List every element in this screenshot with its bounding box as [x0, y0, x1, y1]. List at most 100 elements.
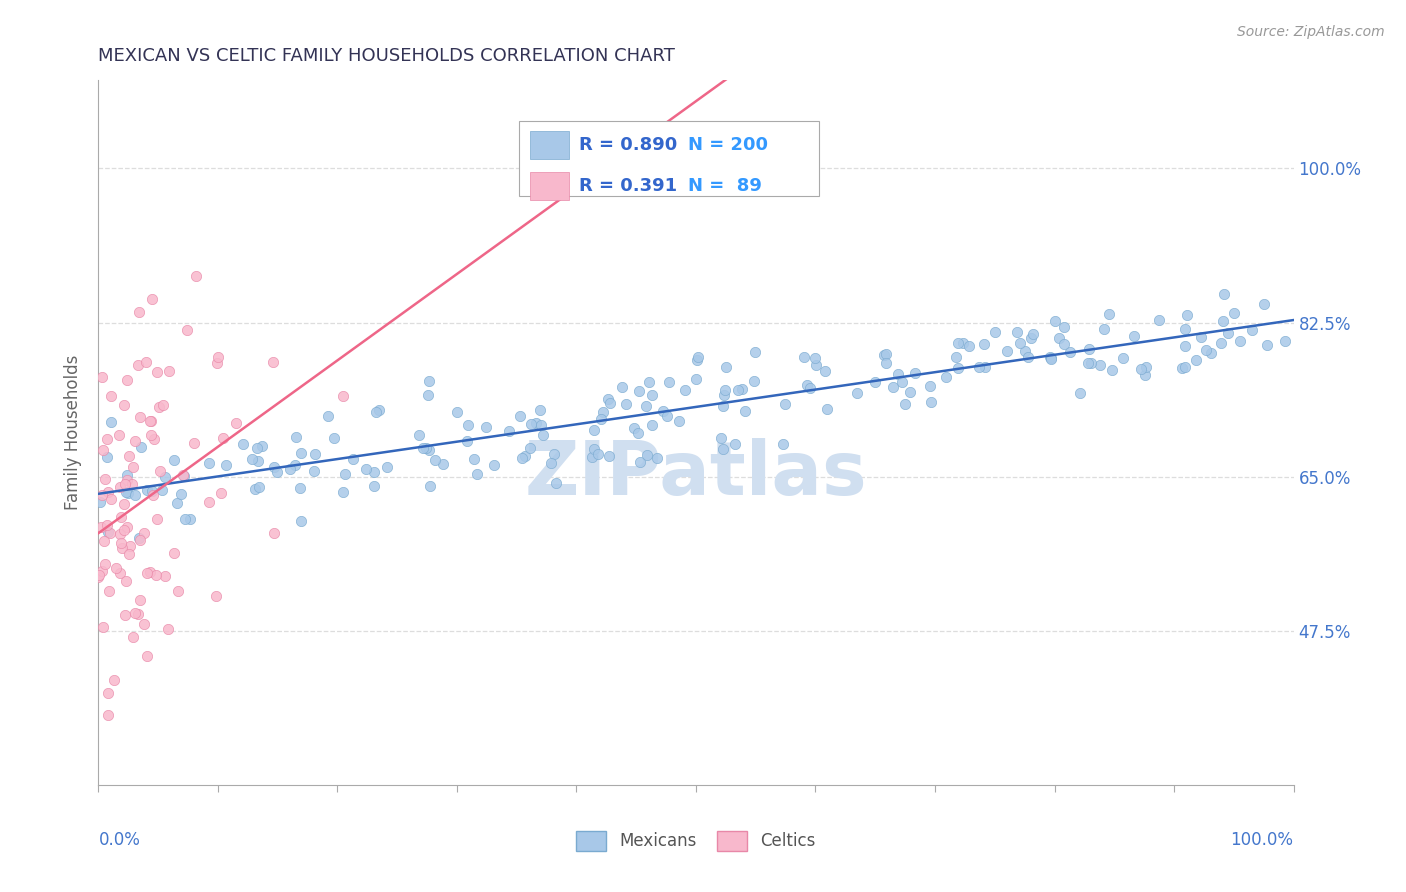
Point [163, 546, 186, 560]
Point [1201, 346, 1223, 360]
Point [225, 416, 247, 430]
Point [145, 568, 167, 582]
Point [1216, 326, 1239, 341]
Point [166, 496, 188, 510]
Point [129, 592, 152, 607]
Point [1147, 313, 1170, 327]
Point [146, 512, 169, 526]
Point [887, 367, 910, 381]
Point [815, 402, 838, 417]
Point [484, 458, 506, 473]
Point [110, 536, 132, 550]
Point [1080, 356, 1102, 370]
Point [1077, 356, 1099, 370]
Point [1039, 352, 1062, 367]
Point [1170, 360, 1192, 375]
Point [128, 532, 150, 546]
Point [583, 442, 606, 457]
Point [246, 441, 269, 455]
Point [363, 479, 385, 493]
Point [1213, 287, 1236, 301]
Point [1010, 335, 1032, 350]
Point [614, 397, 637, 411]
Point [865, 375, 887, 389]
Point [124, 488, 146, 502]
Point [530, 418, 553, 433]
Point [153, 569, 176, 583]
Point [173, 511, 195, 525]
Point [128, 305, 150, 319]
Point [1174, 339, 1197, 353]
Point [172, 468, 194, 483]
Point [533, 428, 555, 442]
Point [873, 348, 896, 362]
Point [775, 396, 797, 410]
Point [97, 524, 120, 539]
Point [1174, 322, 1197, 336]
Point [903, 366, 925, 380]
Point [418, 388, 440, 402]
Point [97, 484, 120, 499]
Point [814, 364, 837, 378]
Point [1043, 314, 1066, 328]
Point [342, 451, 364, 466]
Point [150, 483, 173, 497]
Point [412, 441, 434, 455]
Point [1223, 306, 1246, 320]
Point [157, 364, 180, 378]
Point [626, 425, 648, 440]
Point [419, 479, 441, 493]
Point [418, 442, 440, 457]
Point [97, 685, 120, 699]
Point [167, 583, 190, 598]
Point [456, 434, 478, 449]
Point [284, 458, 307, 472]
Point [524, 416, 547, 430]
Point [176, 323, 198, 337]
Point [713, 387, 735, 401]
Point [658, 375, 681, 389]
Point [627, 384, 650, 398]
Point [318, 409, 340, 424]
Point [714, 383, 737, 397]
Point [612, 380, 634, 394]
Point [589, 411, 612, 425]
Point [129, 440, 152, 454]
Point [974, 359, 997, 374]
Point [87, 570, 110, 584]
Point [1189, 330, 1212, 344]
Point [250, 439, 273, 453]
Point [207, 351, 229, 365]
Point [1274, 334, 1296, 348]
Point [1017, 350, 1039, 364]
Point [108, 427, 131, 442]
Point [793, 350, 815, 364]
Point [804, 351, 827, 365]
Point [581, 450, 603, 464]
Point [121, 460, 143, 475]
Point [1185, 353, 1208, 368]
Point [418, 374, 440, 388]
Point [920, 378, 942, 392]
Point [91, 442, 114, 457]
Point [179, 512, 201, 526]
Point [89, 495, 111, 509]
Point [898, 384, 921, 399]
Point [198, 495, 221, 509]
Point [115, 468, 138, 483]
Point [727, 384, 749, 398]
Point [100, 526, 122, 541]
Point [333, 467, 356, 481]
Point [446, 405, 468, 419]
Point [742, 374, 765, 388]
Point [136, 566, 159, 580]
Point [543, 446, 565, 460]
Point [90, 520, 112, 534]
Point [457, 418, 479, 433]
Legend: Mexicans, Celtics: Mexicans, Celtics [569, 824, 823, 858]
Point [711, 442, 734, 456]
Point [157, 622, 180, 636]
Point [263, 459, 285, 474]
Point [599, 396, 621, 410]
Point [510, 451, 533, 466]
